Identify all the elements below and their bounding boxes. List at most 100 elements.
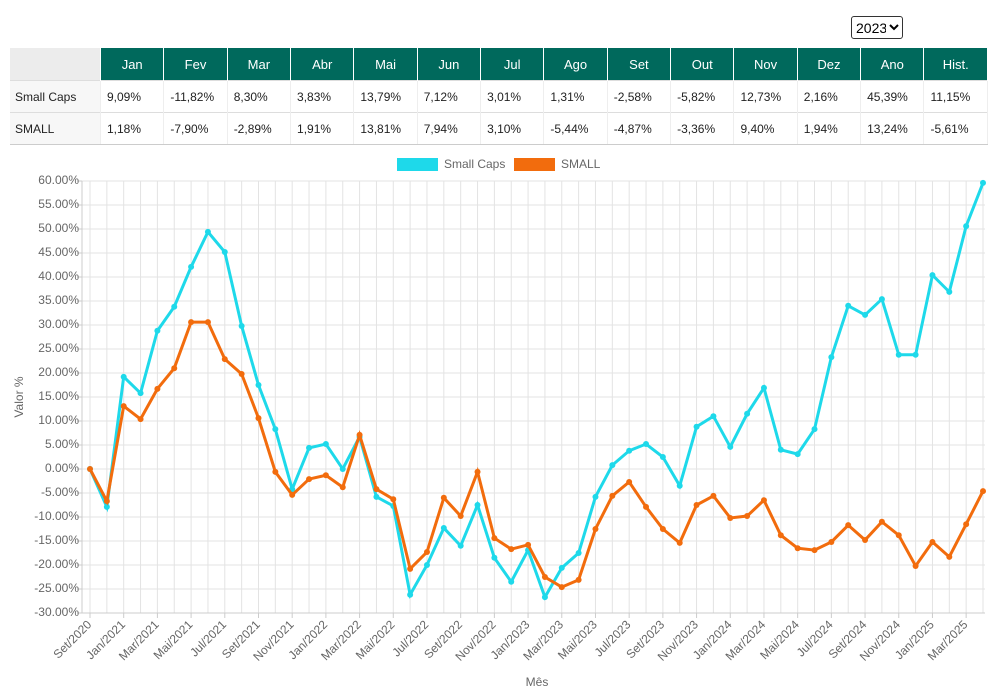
data-point: [407, 565, 414, 572]
cell: 2,16%: [797, 80, 862, 113]
cell: 7,12%: [417, 80, 482, 113]
legend-swatch: [397, 158, 438, 171]
data-point: [373, 486, 380, 493]
data-point: [777, 532, 784, 539]
y-tick-label: -30.00%: [34, 605, 79, 619]
data-point: [171, 365, 178, 372]
data-point: [255, 382, 262, 388]
cell: -5,82%: [670, 80, 735, 113]
data-point: [895, 351, 902, 358]
y-tick-label: 30.00%: [38, 317, 79, 331]
y-tick-label: -15.00%: [34, 533, 79, 547]
cell: 13,24%: [860, 112, 925, 145]
data-point: [659, 526, 666, 532]
data-point: [103, 498, 110, 505]
data-point: [440, 494, 447, 501]
data-point: [676, 482, 683, 489]
legend-label: Small Caps: [444, 157, 505, 171]
data-point: [457, 513, 464, 520]
cell: 13,79%: [353, 80, 418, 113]
y-axis-title: Valor %: [12, 376, 26, 417]
series-line: [88, 320, 985, 589]
data-point: [575, 576, 582, 583]
data-point: [339, 484, 346, 491]
y-tick-label: -5.00%: [41, 485, 79, 499]
column-header: Jun: [417, 48, 482, 81]
data-point: [929, 272, 936, 279]
data-point: [862, 311, 869, 318]
data-point: [980, 488, 986, 495]
data-point: [154, 327, 161, 334]
data-point: [221, 356, 228, 363]
cell: 3,83%: [290, 80, 355, 113]
data-point: [727, 514, 734, 521]
column-header: Set: [607, 48, 672, 81]
data-point: [895, 532, 902, 539]
table-row: Small Caps 9,09% -11,82% 8,30% 3,83% 13,79% 7,…: [10, 80, 988, 113]
y-tick-label: 55.00%: [38, 197, 79, 211]
y-tick-label: 60.00%: [38, 173, 79, 187]
y-tick-label: 15.00%: [38, 389, 79, 403]
data-point: [811, 426, 818, 433]
data-point: [592, 526, 599, 532]
data-point: [474, 502, 481, 508]
data-point: [491, 554, 498, 561]
column-header: Jul: [480, 48, 545, 81]
data-point: [221, 249, 228, 256]
cell: -5,44%: [543, 112, 608, 145]
column-header: Dez: [797, 48, 862, 81]
data-point: [390, 496, 397, 503]
data-point: [457, 542, 464, 549]
data-point: [306, 444, 313, 451]
data-point: [828, 538, 835, 545]
data-point: [188, 263, 195, 270]
data-point: [946, 553, 953, 560]
data-point: [980, 179, 986, 186]
returns-table: Jan Fev Mar Abr Mai Jun Jul Ago Set Out Nov Dez Ano H…: [10, 48, 988, 145]
data-point: [558, 584, 565, 591]
cell: 1,31%: [543, 80, 608, 113]
data-point: [423, 562, 430, 568]
y-tick-label: -20.00%: [34, 557, 79, 571]
data-point: [794, 451, 801, 458]
data-point: [137, 416, 144, 423]
data-point: [120, 373, 127, 380]
data-point: [862, 537, 869, 544]
data-point: [710, 492, 717, 499]
cell: -7,90%: [163, 112, 228, 145]
data-point: [188, 319, 195, 326]
y-tick-label: 5.00%: [45, 437, 79, 451]
data-point: [963, 223, 970, 230]
cell: 7,94%: [417, 112, 482, 145]
cell: 8,30%: [227, 80, 292, 113]
data-point: [508, 578, 515, 585]
y-tick-label: 35.00%: [38, 293, 79, 307]
data-point: [626, 447, 633, 454]
cell: 1,94%: [797, 112, 862, 145]
data-point: [794, 545, 801, 552]
legend-label: SMALL: [561, 157, 601, 171]
data-point: [204, 228, 211, 235]
cell: -2,89%: [227, 112, 292, 145]
data-point: [356, 431, 363, 438]
data-point: [760, 497, 767, 504]
data-point: [912, 351, 919, 358]
year-select[interactable]: 2023: [851, 16, 903, 39]
y-tick-label: 0.00%: [45, 461, 79, 475]
data-point: [525, 541, 532, 548]
column-header: Nov: [733, 48, 798, 81]
column-header: Fev: [163, 48, 228, 81]
data-point: [609, 492, 616, 499]
table-header: Jan Fev Mar Abr Mai Jun Jul Ago Set Out Nov Dez Ano H…: [10, 48, 988, 81]
data-point: [659, 454, 666, 460]
data-point: [204, 319, 211, 326]
data-point: [760, 384, 767, 391]
data-point: [491, 535, 498, 542]
data-point: [744, 513, 751, 520]
data-point: [878, 518, 885, 525]
data-point: [878, 296, 885, 303]
data-point: [87, 466, 93, 472]
y-tick-label: 40.00%: [38, 269, 79, 283]
